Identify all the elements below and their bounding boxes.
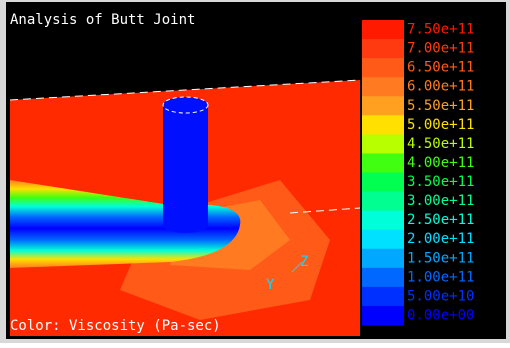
legend-swatch [362,173,404,193]
legend-swatch [362,39,404,59]
title: Analysis of Butt Joint [10,12,195,28]
legend-swatch [362,134,404,154]
axis-label-z: Z [300,254,308,270]
legend-swatch [362,230,404,250]
cylinder-top [163,97,208,113]
legend-swatch [362,306,404,326]
legend-label: 3.00e+11 [407,193,474,209]
legend-label: 4.50e+11 [407,136,474,152]
legend-label: 2.50e+11 [407,212,474,228]
legend-swatch [362,211,404,231]
legend-swatch [362,268,404,288]
legend-label: 0.00e+00 [407,307,474,323]
legend-swatch [362,287,404,307]
legend-label: 4.00e+11 [407,155,474,171]
legend-swatch [362,77,404,97]
legend-swatch [362,249,404,269]
legend-label: 1.00e+11 [407,269,474,285]
legend-swatch [362,20,404,40]
color-label: Color: Viscosity (Pa-sec) [10,318,221,334]
legend-swatch [362,153,404,173]
legend-label: 5.00e+11 [407,117,474,133]
legend-label: 1.50e+11 [407,250,474,266]
legend-label: 5.00e+10 [407,288,474,304]
legend-swatch [362,115,404,135]
legend-swatch [362,96,404,116]
legend-label: 2.00e+11 [407,231,474,247]
cylinder-base [163,217,208,233]
legend-label: 7.00e+11 [407,41,474,57]
page: Z Y Analysis of Butt Joint Color: Viscos… [0,0,510,348]
legend-swatch [362,58,404,78]
legend-label: 5.50e+11 [407,98,474,114]
viewport: Z Y Analysis of Butt Joint Color: Viscos… [0,0,510,343]
axis-label-y: Y [266,277,275,293]
legend-label: 7.50e+11 [407,22,474,38]
legend-swatch [362,192,404,212]
legend-label: 6.50e+11 [407,60,474,76]
cylinder [163,105,208,225]
legend-label: 3.50e+11 [407,174,474,190]
legend-label: 6.00e+11 [407,79,474,95]
